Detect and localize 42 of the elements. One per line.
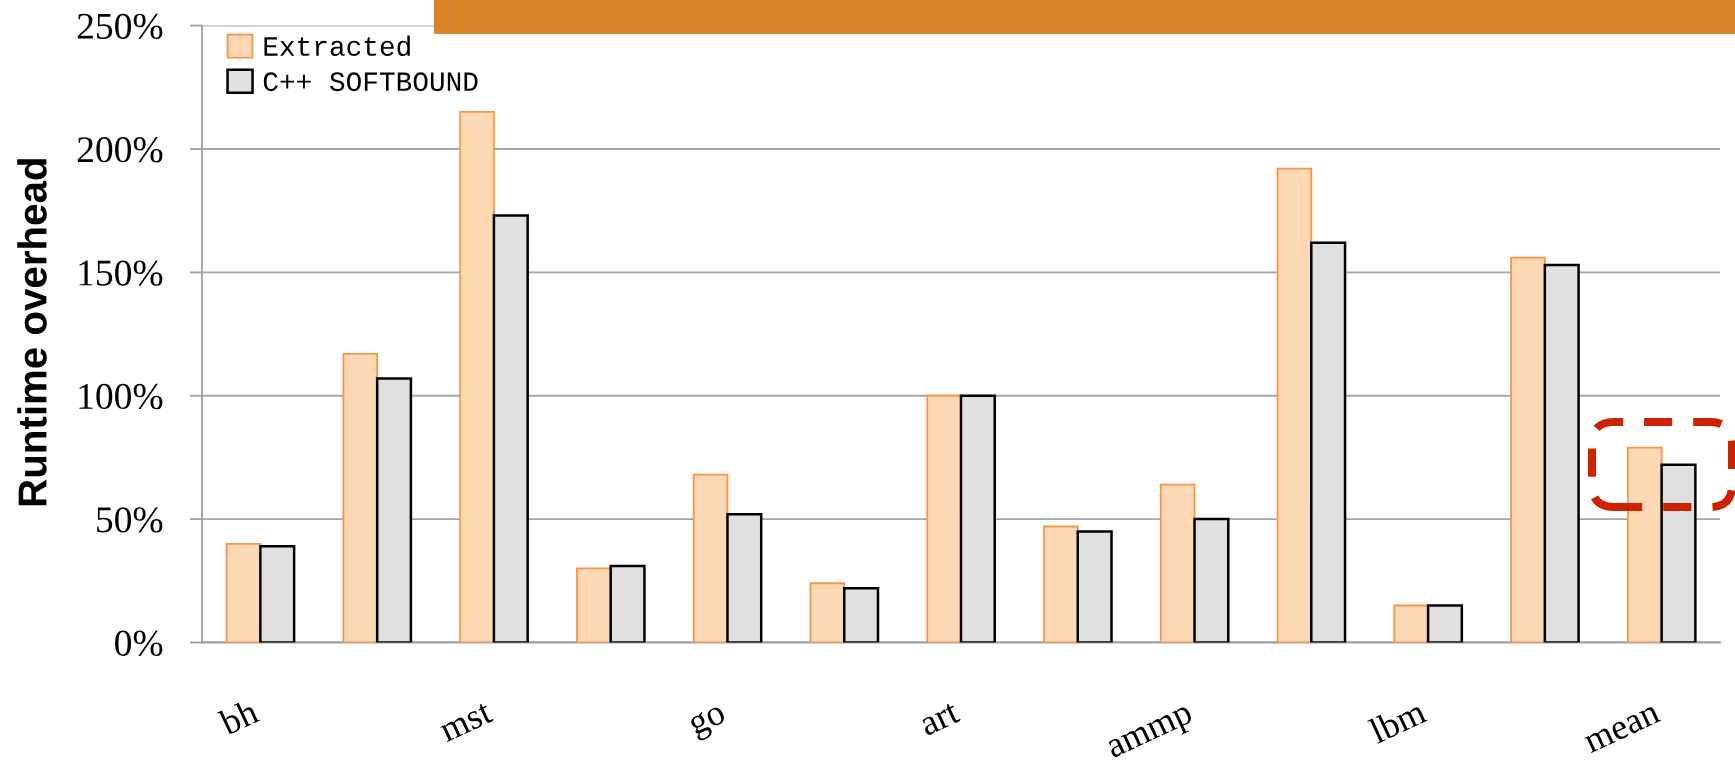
x-tick-label: mean [1584,705,1662,754]
bar [1310,241,1347,643]
y-tick-label: 50% [97,507,163,533]
y-tick-label: 250% [77,13,163,40]
bar [1543,263,1580,643]
x-tick-label: ammp [1106,705,1197,760]
y-tick-label: 150% [79,260,163,286]
y-tick-label: 200% [77,137,163,163]
bar [1076,530,1113,643]
bar [926,394,962,643]
y-tick-label: 0% [115,630,163,656]
bar [609,564,646,643]
bar [1193,517,1230,643]
bar [225,542,262,643]
bar [1276,167,1313,643]
bar [1626,446,1663,643]
bar [375,377,413,643]
bar [459,111,495,643]
x-tick-label: lbm [1367,697,1428,745]
x-tick-label: go [688,704,730,742]
x-tick-label: bh [217,697,261,736]
bar [726,512,763,643]
y-tick-label: 100% [79,383,163,410]
bar [1393,604,1429,643]
bar [809,582,846,643]
y-axis-title: Runtime overhead [17,159,47,506]
legend-label: C++ SOFTBOUND [263,72,478,92]
bar [1426,604,1464,643]
bar [692,473,729,643]
legend-label: Extracted [264,35,410,57]
bar [959,394,996,643]
bar [1043,525,1079,643]
bar [259,545,296,643]
bar [342,352,379,643]
bar [842,586,880,643]
bar [1660,463,1697,643]
bar [1510,256,1546,643]
x-tick-label: art [919,701,961,737]
bar [1159,483,1196,643]
x-tick-label: mst [438,701,494,743]
bar [492,214,529,643]
bar [576,567,612,643]
